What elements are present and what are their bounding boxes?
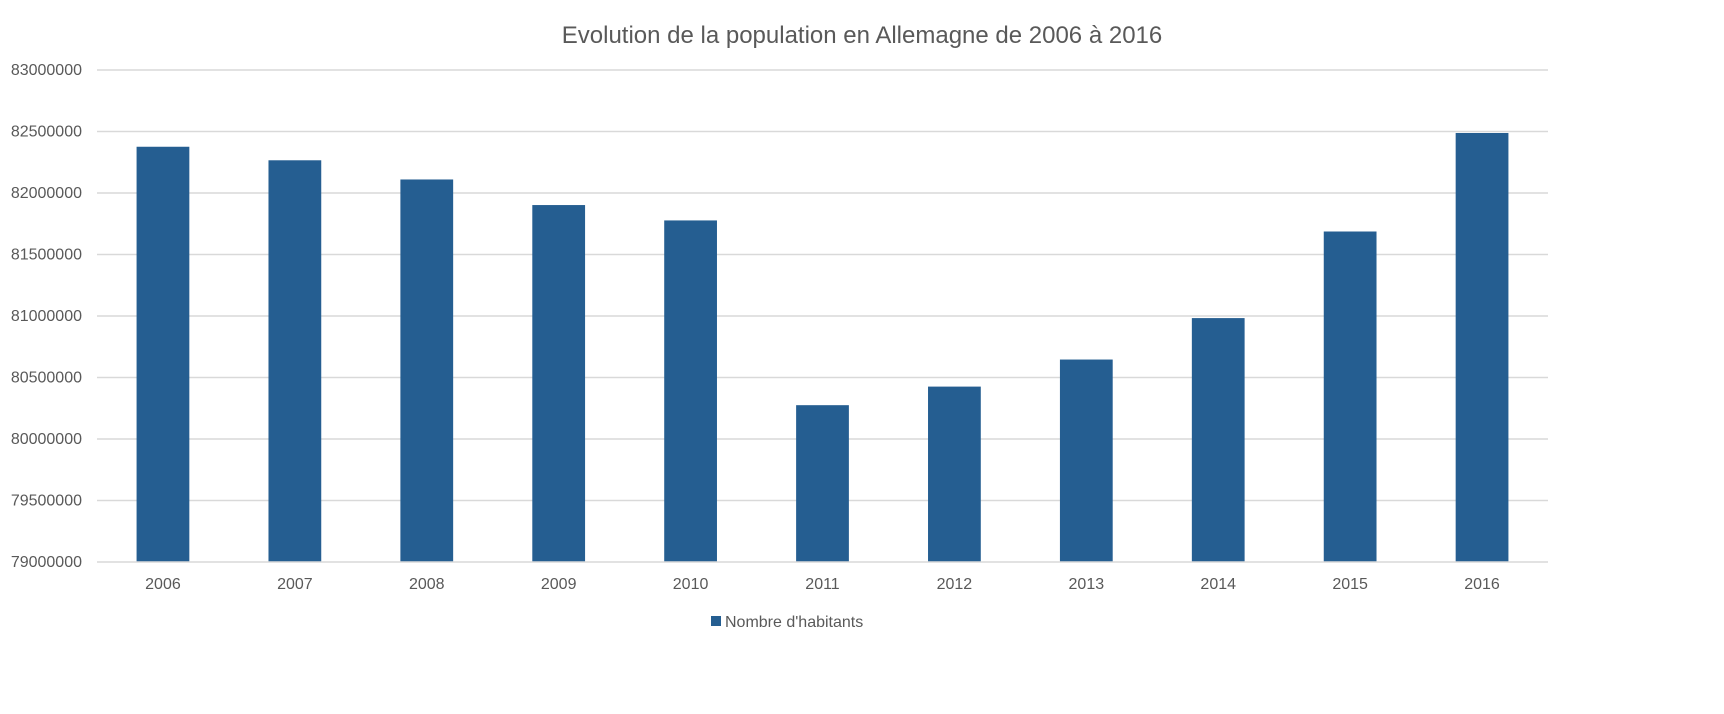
x-axis-tick-labels: 2006 2007 2008 2009 2010 2011 2012 2013 2014 2015…	[145, 576, 1500, 593]
bar-2009	[532, 205, 586, 562]
bar-2012	[928, 386, 981, 562]
y-tick-label: 80000000	[11, 431, 82, 448]
y-tick-label: 79500000	[11, 493, 82, 510]
x-tick-label: 2015	[1332, 576, 1368, 593]
chart-title: Evolution de la population en Allemagne …	[562, 22, 1162, 49]
bar-2008	[400, 179, 454, 562]
x-tick-label: 2008	[409, 576, 445, 593]
y-tick-label: 80500000	[11, 370, 82, 387]
x-tick-label: 2013	[1069, 576, 1105, 593]
bar-2014	[1191, 318, 1245, 562]
y-tick-label: 79000000	[11, 554, 82, 571]
x-tick-label: 2007	[277, 576, 313, 593]
y-tick-label: 83000000	[11, 62, 82, 79]
x-tick-label: 2006	[145, 576, 181, 593]
bar-2011	[796, 405, 849, 562]
x-tick-label: 2009	[541, 576, 577, 593]
y-tick-label: 82500000	[11, 124, 82, 141]
bar-2016	[1455, 132, 1509, 562]
y-tick-label: 82000000	[11, 185, 82, 202]
bar-2013	[1059, 359, 1113, 562]
gridlines	[97, 69, 1548, 502]
x-tick-label: 2014	[1200, 576, 1236, 593]
bars	[136, 132, 1509, 563]
bar-2006	[136, 146, 190, 562]
y-tick-label: 81000000	[11, 308, 82, 325]
x-tick-label: 2012	[937, 576, 973, 593]
bar-2010	[664, 220, 717, 562]
legend-label: Nombre d'habitants	[725, 614, 863, 631]
x-tick-label: 2011	[805, 576, 840, 593]
legend-swatch	[711, 616, 721, 626]
y-axis-tick-labels: 79000000 79500000 80000000 80500000 81000000…	[11, 62, 82, 571]
x-tick-label: 2010	[673, 576, 709, 593]
legend: Nombre d'habitants	[711, 614, 863, 631]
x-tick-label: 2016	[1464, 576, 1500, 593]
y-tick-label: 81500000	[11, 247, 82, 264]
bar-2015	[1323, 231, 1377, 562]
bar-2007	[268, 160, 322, 563]
